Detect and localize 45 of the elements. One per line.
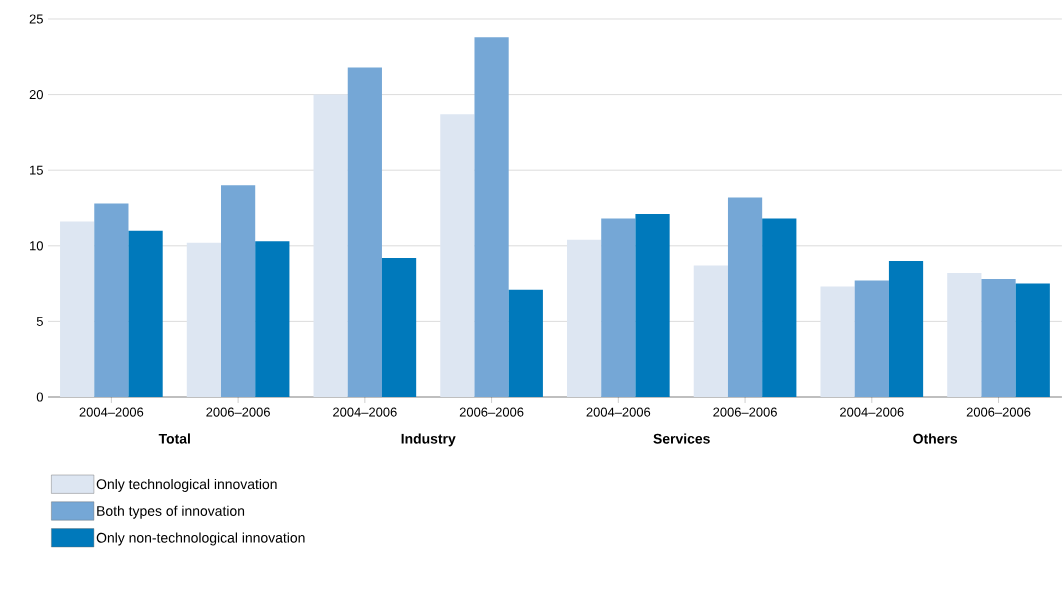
x-tick-label: 2006–2006: [459, 407, 524, 417]
bar: [474, 37, 509, 397]
bar: [1015, 283, 1050, 397]
bar: [255, 241, 290, 397]
bar: [727, 197, 763, 397]
y-tick-label: 25: [29, 14, 43, 24]
y-tick-label: 10: [30, 241, 43, 251]
bar: [508, 289, 543, 397]
bar: [60, 221, 95, 397]
x-tick-label: 2006–2006: [206, 407, 270, 417]
bar: [693, 265, 728, 397]
bar: [221, 185, 256, 397]
y-tick-label: 5: [36, 316, 43, 326]
y-tick-label: 15: [30, 165, 43, 175]
bar: [947, 273, 982, 397]
x-tick-label: 2006–2006: [966, 407, 1031, 417]
y-tick-label: 20: [29, 90, 43, 100]
bar: [313, 94, 348, 397]
bar: [186, 242, 221, 397]
x-tick-label: 2006–2006: [713, 407, 777, 417]
text: Others: [913, 433, 958, 444]
bar: [94, 203, 129, 397]
legend-label: Only non-technological innovation: [96, 532, 305, 546]
bar: [347, 67, 382, 397]
bar: [820, 286, 855, 397]
bar: [854, 280, 889, 397]
text: Total: [158, 433, 190, 444]
bar: [567, 239, 602, 397]
bar: [762, 218, 797, 397]
legend-label: Only technological innovation: [96, 478, 277, 492]
bar: [381, 257, 417, 397]
bar: [601, 218, 636, 397]
x-tick-label: 2004–2006: [586, 407, 651, 417]
legend-label: Both types of innovation: [97, 505, 245, 519]
x-tick-label: 2004–2006: [79, 407, 144, 417]
x-tick-label: 2004–2006: [333, 407, 397, 417]
y-tick-label: 0: [36, 392, 43, 402]
text: Industry: [401, 433, 456, 447]
bar: [128, 230, 163, 397]
bar: [440, 114, 475, 397]
x-tick-label: 2004–2006: [840, 407, 904, 417]
text: Services: [653, 433, 710, 444]
bar: [888, 260, 924, 397]
bar: [981, 279, 1016, 397]
bar: [635, 214, 670, 397]
